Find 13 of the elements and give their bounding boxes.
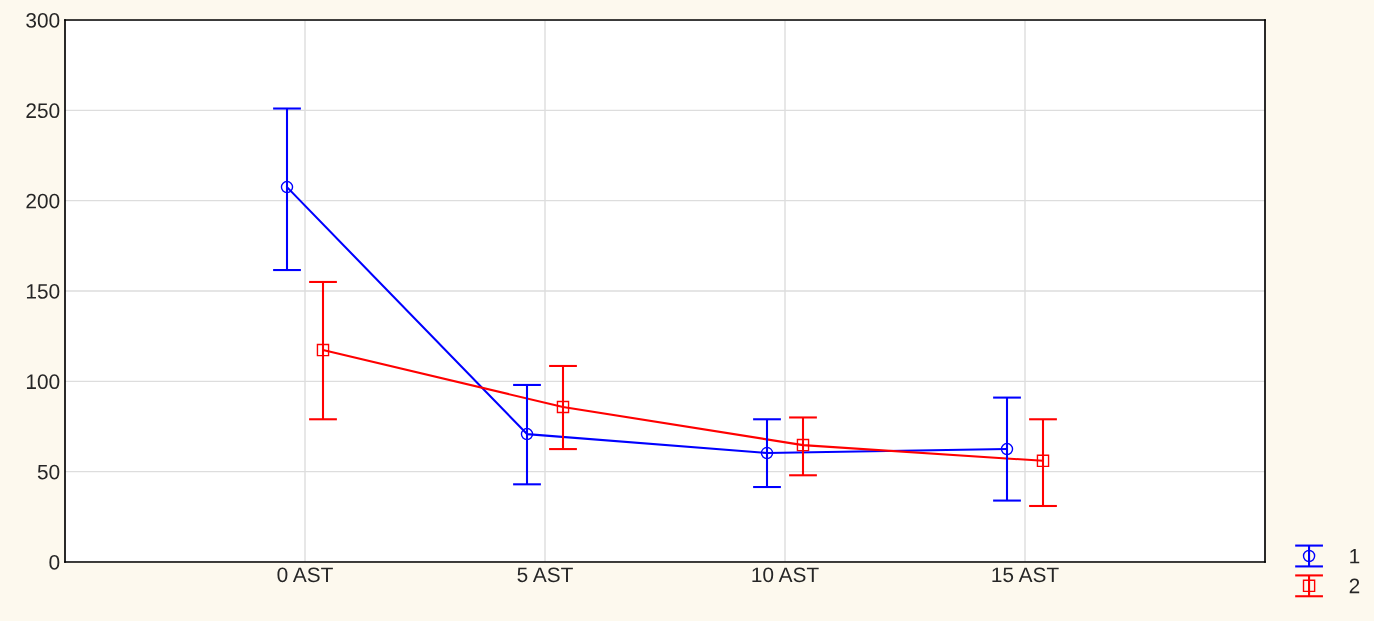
y-tick-label: 50 (37, 464, 60, 480)
y-tick-label: 250 (26, 103, 60, 119)
x-tick-label: 15 AST (992, 567, 1059, 583)
y-tick-label: 150 (26, 284, 60, 299)
x-tick-label: 10 AST (752, 567, 819, 583)
y-tick-label: 0 (49, 555, 60, 570)
legend-label: 2 (1349, 578, 1360, 594)
x-tick-label: 0 AST (277, 567, 333, 583)
y-tick-label: 200 (26, 193, 60, 209)
legend-label: 1 (1350, 548, 1360, 564)
y-tick-label: 300 (26, 13, 60, 28)
y-tick-label: 100 (26, 374, 60, 390)
x-tick-label: 5 AST (517, 567, 573, 583)
